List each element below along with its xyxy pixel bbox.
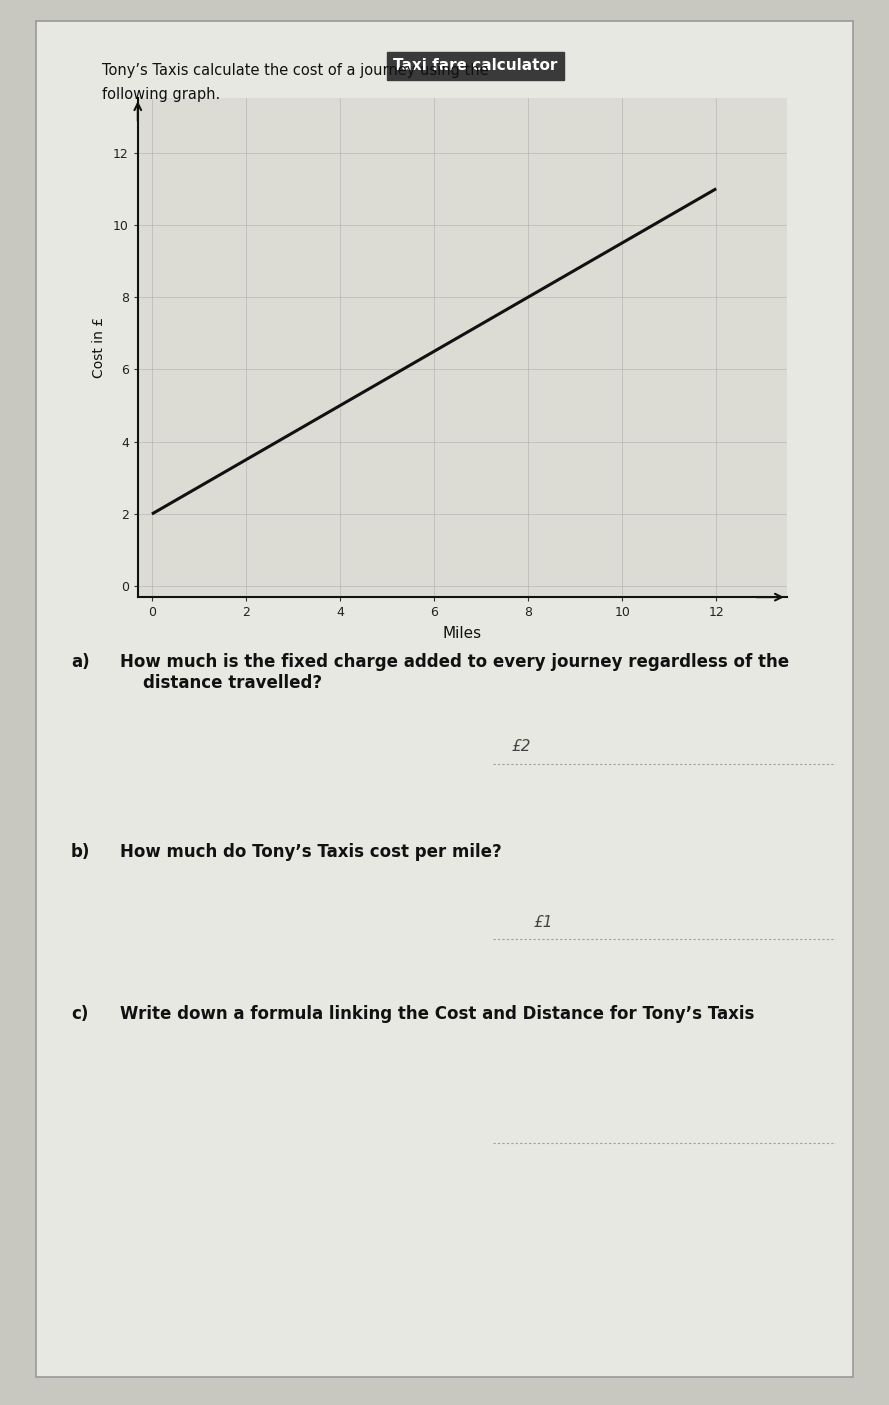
Text: a): a): [71, 653, 90, 672]
Text: Write down a formula linking the Cost and Distance for Tony’s Taxis: Write down a formula linking the Cost an…: [120, 1005, 755, 1023]
Text: £1: £1: [533, 915, 553, 930]
Text: Tony’s Taxis calculate the cost of a journey using the: Tony’s Taxis calculate the cost of a jou…: [102, 63, 489, 79]
Text: b): b): [71, 843, 91, 861]
Text: following graph.: following graph.: [102, 87, 220, 103]
Text: c): c): [71, 1005, 89, 1023]
X-axis label: Miles: Miles: [443, 627, 482, 641]
Text: £2: £2: [511, 739, 531, 754]
Y-axis label: Cost in £: Cost in £: [92, 318, 106, 378]
Text: How much do Tony’s Taxis cost per mile?: How much do Tony’s Taxis cost per mile?: [120, 843, 501, 861]
Text: How much is the fixed charge added to every journey regardless of the
    distan: How much is the fixed charge added to ev…: [120, 653, 789, 693]
Text: Taxi fare calculator: Taxi fare calculator: [393, 59, 557, 73]
